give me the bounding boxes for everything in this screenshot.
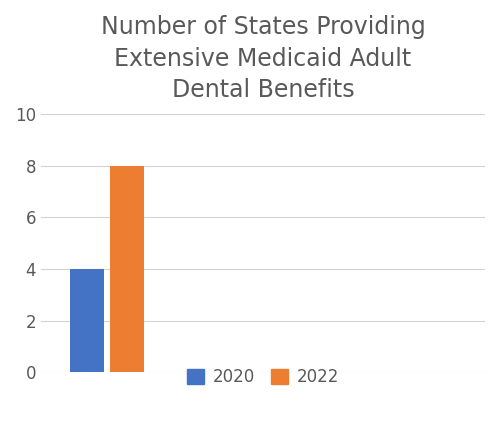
Bar — [70, 269, 104, 372]
Legend: 2020, 2022: 2020, 2022 — [180, 361, 346, 392]
Bar — [110, 166, 144, 372]
Title: Number of States Providing
Extensive Medicaid Adult
Dental Benefits: Number of States Providing Extensive Med… — [100, 15, 425, 102]
